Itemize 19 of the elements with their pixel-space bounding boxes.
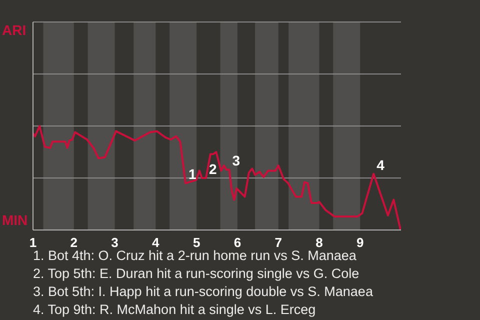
text: 1. Bot 4th: O. Cruz hit a 2-run home run vs S. Manaea [33, 248, 356, 263]
annotation: 1 [188, 166, 197, 182]
text: 2. Top 5th: E. Duran hit a run-scoring single vs G. Cole [33, 265, 360, 283]
text: 4. Top 9th: R. McMahon hit a single vs L. Erceg [33, 301, 317, 319]
x-tick-label: 2 [70, 235, 78, 250]
text: ARI [2, 22, 26, 38]
x-tick-label: 1 [29, 235, 37, 250]
x-tick-label: 9 [356, 235, 364, 250]
annotation: 2 [208, 161, 217, 177]
annotation: 4 [376, 156, 385, 173]
text: 3. Bot 5th: I. Happ hit a run-scoring double vs S. Manaea [33, 283, 373, 301]
x-tick-label: 6 [234, 235, 242, 250]
x-tick-label: 4 [152, 235, 160, 250]
x-tick-label: 7 [274, 235, 282, 250]
x-tick-label: 3 [111, 235, 118, 250]
x-tick-label: 8 [316, 235, 323, 250]
x-tick-label: 5 [192, 235, 200, 250]
annotation: 3 [232, 152, 240, 169]
text: MIN [2, 212, 28, 228]
